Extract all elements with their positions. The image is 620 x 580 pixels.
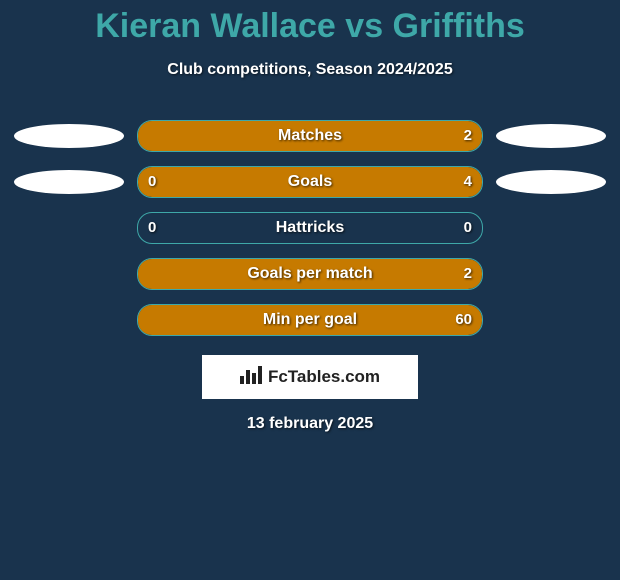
left-indicator bbox=[9, 121, 129, 151]
stat-row: 2Matches bbox=[0, 121, 620, 151]
stat-bar: 60Min per goal bbox=[137, 304, 483, 336]
stat-bar: 2Goals per match bbox=[137, 258, 483, 290]
page-title: Kieran Wallace vs Griffiths bbox=[0, 0, 620, 47]
ellipse-icon bbox=[14, 170, 124, 194]
right-indicator bbox=[491, 213, 611, 243]
ellipse-icon bbox=[14, 124, 124, 148]
date-text: 13 february 2025 bbox=[0, 415, 620, 433]
stat-rows: 2Matches 04Goals 00Hattricks 2Goals per mat… bbox=[0, 121, 620, 335]
stat-label: Hattricks bbox=[138, 213, 482, 243]
left-indicator bbox=[9, 259, 129, 289]
brand-badge: FcTables.com bbox=[202, 355, 418, 399]
stat-row: 2Goals per match bbox=[0, 259, 620, 289]
brand-bars-icon bbox=[240, 364, 262, 389]
stat-label: Matches bbox=[138, 121, 482, 151]
stat-row: 04Goals bbox=[0, 167, 620, 197]
left-indicator bbox=[9, 167, 129, 197]
stat-row: 00Hattricks bbox=[0, 213, 620, 243]
left-indicator bbox=[9, 305, 129, 335]
right-indicator bbox=[491, 167, 611, 197]
stat-bar: 2Matches bbox=[137, 120, 483, 152]
stat-row: 60Min per goal bbox=[0, 305, 620, 335]
right-indicator bbox=[491, 121, 611, 151]
brand-text: FcTables.com bbox=[268, 367, 380, 387]
comparison-infographic: Kieran Wallace vs Griffiths Club competi… bbox=[0, 0, 620, 580]
ellipse-icon bbox=[496, 170, 606, 194]
stat-bar: 00Hattricks bbox=[137, 212, 483, 244]
left-indicator bbox=[9, 213, 129, 243]
ellipse-icon bbox=[496, 124, 606, 148]
stat-label: Goals bbox=[138, 167, 482, 197]
right-indicator bbox=[491, 305, 611, 335]
stat-label: Goals per match bbox=[138, 259, 482, 289]
stat-bar: 04Goals bbox=[137, 166, 483, 198]
right-indicator bbox=[491, 259, 611, 289]
stat-label: Min per goal bbox=[138, 305, 482, 335]
page-subtitle: Club competitions, Season 2024/2025 bbox=[0, 61, 620, 79]
